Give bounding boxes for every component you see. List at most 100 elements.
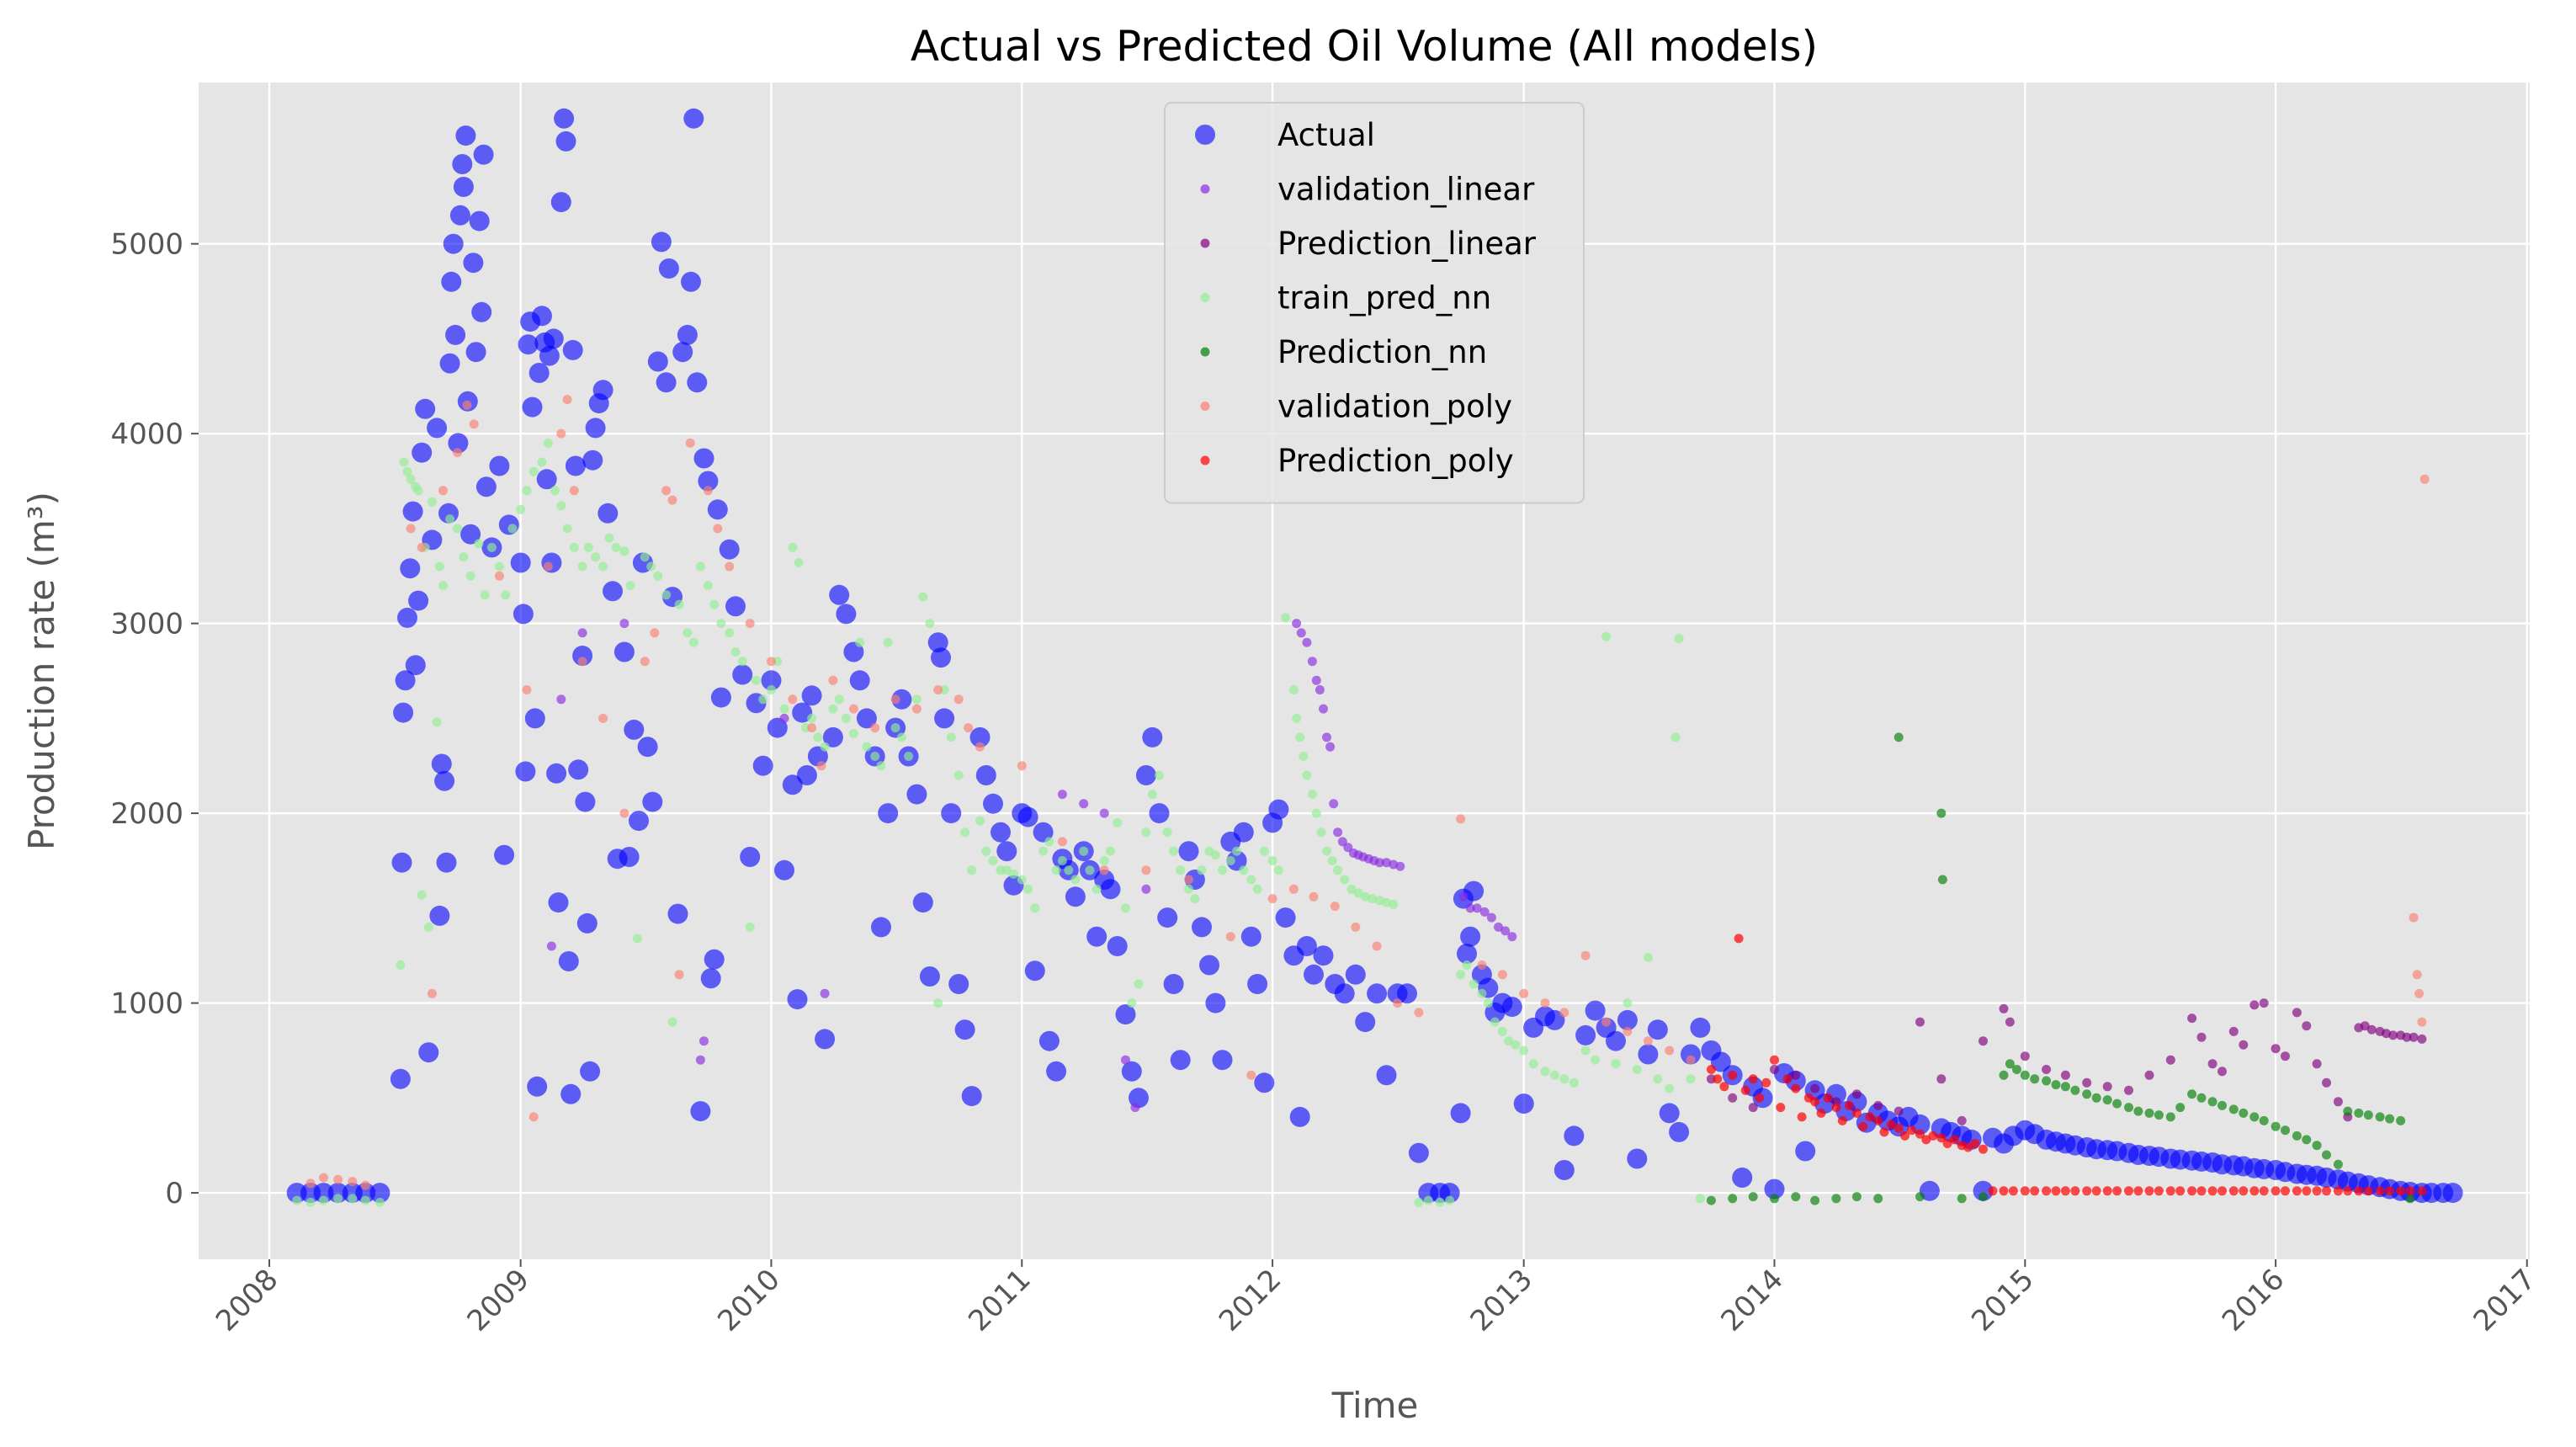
data-point bbox=[1226, 850, 1247, 871]
data-point bbox=[981, 846, 991, 856]
data-point bbox=[1748, 1074, 1758, 1084]
data-point bbox=[996, 841, 1017, 862]
data-point bbox=[305, 1178, 316, 1189]
data-point bbox=[1393, 998, 1403, 1008]
data-point bbox=[834, 694, 844, 705]
data-point bbox=[953, 770, 964, 780]
data-point bbox=[1046, 1061, 1067, 1082]
data-point bbox=[1141, 827, 1151, 838]
data-point bbox=[1674, 634, 1684, 644]
data-point bbox=[1500, 926, 1511, 936]
data-point bbox=[2060, 1070, 2070, 1080]
data-point bbox=[1659, 1103, 1680, 1124]
data-point bbox=[569, 542, 579, 552]
data-point bbox=[473, 144, 494, 165]
data-point bbox=[448, 433, 469, 454]
legend-marker bbox=[1195, 125, 1215, 145]
data-point bbox=[822, 726, 843, 747]
data-point bbox=[518, 334, 539, 355]
data-point bbox=[554, 108, 575, 129]
data-point bbox=[2271, 1121, 2281, 1131]
data-point bbox=[1099, 856, 1109, 865]
data-point bbox=[891, 689, 912, 710]
data-point bbox=[507, 524, 518, 534]
data-point bbox=[2060, 1082, 2070, 1092]
data-point bbox=[1873, 1115, 1883, 1125]
data-point bbox=[841, 713, 851, 723]
data-point bbox=[1254, 1072, 1275, 1093]
data-point bbox=[413, 486, 423, 496]
data-point bbox=[1091, 884, 1102, 894]
data-point bbox=[1289, 1106, 1310, 1127]
data-point bbox=[543, 561, 553, 572]
data-point bbox=[1755, 1093, 1765, 1103]
data-point bbox=[709, 599, 720, 609]
data-point bbox=[807, 723, 817, 733]
data-point bbox=[2207, 1097, 2217, 1107]
data-point bbox=[2343, 1106, 2353, 1116]
data-point bbox=[2102, 1186, 2112, 1196]
data-point bbox=[591, 552, 601, 562]
data-point bbox=[1457, 944, 1477, 964]
data-point bbox=[2082, 1089, 2092, 1099]
data-point bbox=[693, 448, 714, 469]
data-point bbox=[2020, 1051, 2030, 1061]
data-point bbox=[1147, 790, 1157, 800]
data-point bbox=[667, 495, 677, 505]
data-point bbox=[1936, 1074, 1947, 1084]
data-point bbox=[933, 998, 943, 1008]
data-point bbox=[787, 989, 808, 1010]
data-point bbox=[2030, 1074, 2040, 1084]
data-point bbox=[1748, 1192, 1758, 1202]
data-point bbox=[931, 647, 951, 668]
data-point bbox=[1559, 1074, 1570, 1084]
data-point bbox=[815, 1029, 836, 1050]
data-point bbox=[1519, 1045, 1529, 1056]
data-point bbox=[801, 685, 822, 706]
data-point bbox=[925, 619, 935, 629]
data-point bbox=[369, 1183, 390, 1204]
data-point bbox=[2082, 1077, 2092, 1088]
data-point bbox=[2196, 1032, 2207, 1042]
data-point bbox=[1797, 1112, 1807, 1122]
data-point bbox=[577, 657, 587, 667]
data-point bbox=[1121, 1055, 1130, 1065]
data-point bbox=[1292, 619, 1302, 629]
data-point bbox=[400, 558, 421, 579]
legend: Actual validation_linear Prediction_linear… bbox=[1164, 102, 1585, 504]
data-point bbox=[556, 501, 566, 511]
data-point bbox=[2363, 1110, 2373, 1120]
data-point bbox=[390, 1068, 411, 1089]
data-point bbox=[427, 497, 437, 507]
data-point bbox=[532, 306, 552, 327]
data-point bbox=[498, 514, 519, 535]
data-point bbox=[1575, 1024, 1596, 1045]
legend-box bbox=[1164, 102, 1585, 504]
data-point bbox=[402, 501, 423, 522]
data-point bbox=[441, 271, 462, 292]
data-point bbox=[1936, 808, 1947, 818]
data-point bbox=[556, 428, 566, 439]
data-point bbox=[1319, 704, 1328, 714]
data-point bbox=[1311, 808, 1321, 818]
data-point bbox=[2187, 1013, 2197, 1024]
data-point bbox=[2281, 1051, 2290, 1061]
data-point bbox=[1121, 1061, 1142, 1082]
data-point bbox=[572, 646, 593, 666]
data-point bbox=[455, 125, 476, 146]
data-point bbox=[569, 486, 579, 496]
data-point bbox=[1337, 837, 1347, 847]
data-point bbox=[2051, 1080, 2061, 1090]
data-point bbox=[2020, 1070, 2030, 1080]
data-point bbox=[969, 726, 991, 747]
data-point bbox=[2302, 1135, 2312, 1145]
data-point bbox=[2322, 1186, 2331, 1196]
data-point bbox=[975, 816, 985, 826]
data-point bbox=[546, 763, 567, 784]
data-point bbox=[494, 561, 504, 572]
data-point bbox=[732, 664, 753, 685]
data-point bbox=[1376, 1065, 1397, 1086]
data-point bbox=[1865, 1112, 1875, 1122]
data-point bbox=[1795, 1141, 1816, 1162]
